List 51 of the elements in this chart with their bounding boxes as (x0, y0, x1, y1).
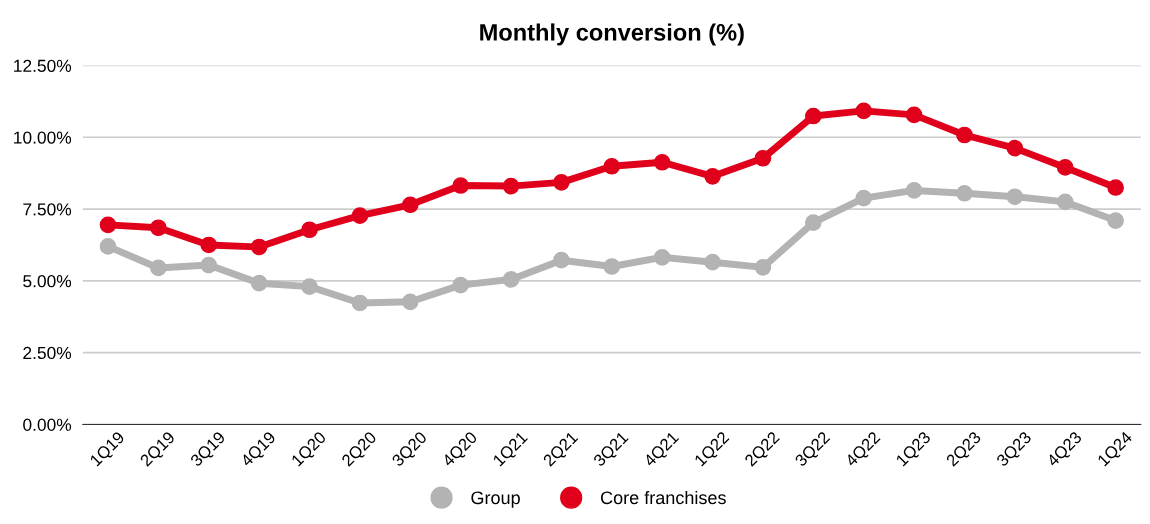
point (301, 221, 318, 239)
point (1056, 193, 1074, 211)
point (502, 177, 520, 195)
point (553, 174, 570, 191)
point (1107, 212, 1124, 229)
point (250, 238, 268, 256)
point (754, 259, 772, 276)
point (502, 271, 520, 288)
point (250, 274, 268, 292)
point (452, 177, 469, 194)
point (905, 182, 923, 199)
point (1006, 139, 1024, 157)
point (401, 293, 419, 311)
point (653, 153, 671, 171)
y-tick-label: 12.50% (14, 59, 72, 72)
point (855, 102, 873, 120)
legend-label: Group (471, 491, 520, 508)
point (1056, 159, 1074, 176)
point (704, 253, 721, 271)
point (301, 278, 318, 295)
point (150, 259, 167, 277)
point (1107, 179, 1124, 196)
point (200, 236, 218, 254)
point (804, 107, 822, 125)
chart-title: Monthly conversion (%) (480, 23, 744, 46)
point (553, 251, 570, 269)
point (452, 276, 469, 294)
point (200, 256, 218, 274)
point (351, 294, 369, 312)
y-tick-label: 5.00% (23, 275, 72, 288)
point (804, 214, 822, 231)
point (1006, 188, 1024, 206)
legend-label: Core franchises (600, 490, 726, 505)
y-tick-label: 2.50% (23, 346, 72, 360)
point (150, 219, 167, 237)
point (351, 207, 369, 225)
point (99, 216, 117, 234)
point (603, 157, 621, 175)
point (754, 149, 772, 167)
point (956, 184, 973, 202)
point (99, 238, 117, 255)
y-tick-label: 7.50% (23, 203, 72, 216)
y-tick-label: 0.00% (23, 418, 72, 431)
point (855, 189, 873, 207)
point (653, 248, 671, 266)
point (905, 106, 923, 124)
point (704, 168, 721, 185)
y-tick-label: 10.00% (14, 131, 72, 144)
point (401, 196, 419, 214)
point (956, 126, 973, 144)
point (603, 258, 621, 275)
